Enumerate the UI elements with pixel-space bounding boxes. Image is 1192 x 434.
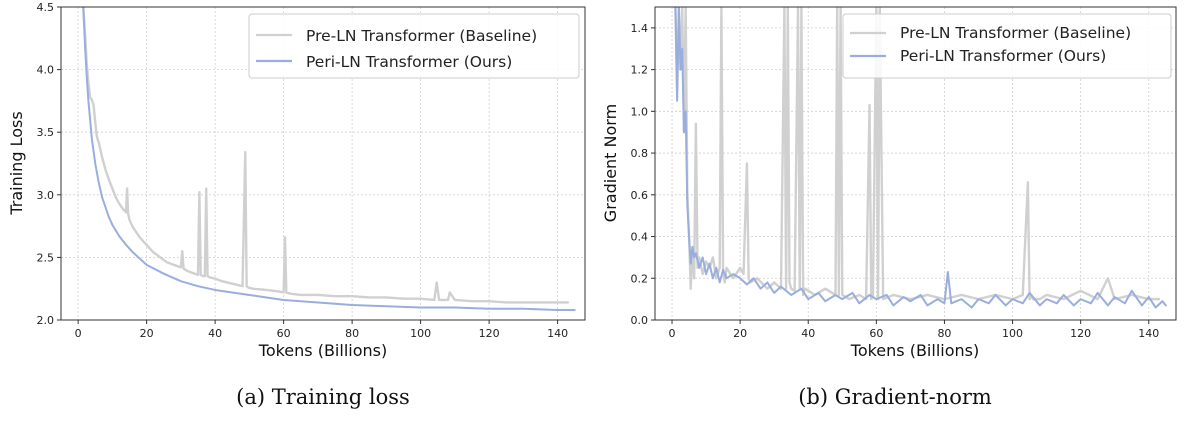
y-tick-label-gradient-norm: 0.0 xyxy=(631,314,649,327)
legend-box-gradient-norm xyxy=(842,13,1172,79)
x-axis-label-gradient-norm: Tokens (Billions) xyxy=(850,341,979,360)
y-tick-label-training-loss: 2.5 xyxy=(37,251,55,264)
y-tick-label-gradient-norm: 1.0 xyxy=(631,105,649,118)
x-tick-label-training-loss: 120 xyxy=(479,327,500,340)
y-tick-label-gradient-norm: 1.2 xyxy=(631,64,649,77)
y-ticks-training-loss: 2.0 2.5 3.0 3.5 4.0 4.5 xyxy=(37,1,61,327)
legend-gradient-norm: Pre-LN Transformer (Baseline) Peri-LN Tr… xyxy=(842,13,1172,79)
y-tick-label-training-loss: 3.5 xyxy=(37,126,55,139)
x-tick-label-training-loss: 60 xyxy=(277,327,291,340)
legend-label-ours-b: Peri-LN Transformer (Ours) xyxy=(900,47,1106,65)
x-tick-label-gradient-norm: 80 xyxy=(937,327,951,340)
series-group-training-loss xyxy=(82,7,576,311)
y-tick-label-gradient-norm: 0.8 xyxy=(631,147,649,160)
legend-label-baseline-b: Pre-LN Transformer (Baseline) xyxy=(900,24,1131,42)
x-tick-label-training-loss: 140 xyxy=(547,327,568,340)
y-tick-label-gradient-norm: 0.4 xyxy=(631,231,649,244)
panel-gradient-norm: 0 20 40 60 80 100 120 140 0.0 0.2 0.4 0.6 0.8 1.0 1.2… xyxy=(601,6,1177,409)
series-line-baseline-training-loss xyxy=(82,7,570,304)
x-tick-label-gradient-norm: 40 xyxy=(801,327,815,340)
x-tick-label-training-loss: 20 xyxy=(140,327,154,340)
series-group-gradient-norm xyxy=(674,7,1167,309)
plot-frame-training-loss xyxy=(60,6,586,321)
plot-frame-gradient-norm xyxy=(654,6,1177,321)
legend-label-baseline: Pre-LN Transformer (Baseline) xyxy=(306,27,537,45)
y-tick-label-training-loss: 4.0 xyxy=(37,64,55,77)
y-ticks-gradient-norm: 0.0 0.2 0.4 0.6 0.8 1.0 1.2 1.4 xyxy=(631,22,655,327)
y-tick-label-gradient-norm: 0.2 xyxy=(631,272,649,285)
x-tick-label-gradient-norm: 100 xyxy=(1002,327,1023,340)
y-axis-label-training-loss: Training Loss xyxy=(7,111,26,215)
series-line-baseline-gradient-norm xyxy=(674,7,1161,301)
y-tick-label-gradient-norm: 1.4 xyxy=(631,22,649,35)
x-tick-label-gradient-norm: 60 xyxy=(869,327,883,340)
x-tick-label-gradient-norm: 120 xyxy=(1070,327,1091,340)
x-tick-label-gradient-norm: 140 xyxy=(1138,327,1159,340)
y-tick-label-training-loss: 4.5 xyxy=(37,1,55,14)
x-tick-label-gradient-norm: 0 xyxy=(669,327,676,340)
x-tick-label-gradient-norm: 20 xyxy=(733,327,747,340)
y-axis-label-gradient-norm: Gradient Norm xyxy=(601,104,620,222)
y-tick-label-gradient-norm: 0.6 xyxy=(631,189,649,202)
series-line-ours-training-loss xyxy=(82,7,576,311)
x-axis-label-training-loss: Tokens (Billions) xyxy=(258,341,387,360)
x-tick-label-training-loss: 0 xyxy=(75,327,82,340)
x-ticks-gradient-norm: 0 20 40 60 80 100 120 140 xyxy=(669,320,1159,340)
y-tick-label-training-loss: 3.0 xyxy=(37,189,55,202)
legend-training-loss: Pre-LN Transformer (Baseline) Peri-LN Tr… xyxy=(248,13,580,79)
caption-training-loss: (a) Training loss xyxy=(236,385,410,409)
x-tick-label-training-loss: 80 xyxy=(345,327,359,340)
legend-label-ours: Peri-LN Transformer (Ours) xyxy=(306,53,512,71)
legend-box-training-loss xyxy=(248,13,580,79)
series-line-ours-gradient-norm xyxy=(674,7,1167,309)
caption-gradient-norm: (b) Gradient-norm xyxy=(798,385,992,409)
x-ticks-training-loss: 0 20 40 60 80 100 120 140 xyxy=(75,320,568,340)
x-tick-label-training-loss: 100 xyxy=(410,327,431,340)
panel-training-loss: 0 20 40 60 80 100 120 140 2.0 2.5 3.0 3.5 4.0 4.5 To… xyxy=(7,1,586,409)
y-tick-label-training-loss: 2.0 xyxy=(37,314,55,327)
x-tick-label-training-loss: 40 xyxy=(208,327,222,340)
